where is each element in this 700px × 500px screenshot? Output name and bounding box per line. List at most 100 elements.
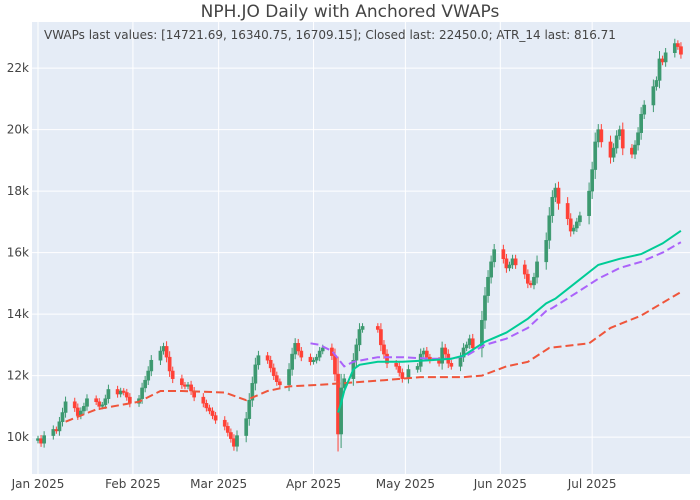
candle-body (424, 350, 429, 358)
candle-body (385, 353, 389, 364)
candle (483, 287, 487, 329)
candle (651, 79, 656, 113)
candle-body (360, 326, 365, 330)
candle-body (660, 58, 665, 63)
candle-body (608, 141, 613, 158)
candle (513, 254, 518, 269)
candle-body (293, 343, 298, 355)
candle (210, 407, 215, 420)
candle (253, 357, 258, 391)
candle-body (421, 350, 426, 355)
candle-body (207, 407, 212, 412)
candle-body (271, 367, 276, 376)
candle (657, 51, 662, 89)
candle-body (290, 353, 294, 370)
candle (375, 323, 380, 333)
candle-body (464, 344, 469, 349)
candle-body (250, 383, 255, 401)
candle-body (97, 401, 102, 407)
candle (440, 341, 444, 370)
candle (492, 244, 497, 268)
candle-body (274, 375, 279, 383)
candle-body (143, 379, 148, 389)
candle-body (375, 326, 380, 330)
candle (72, 397, 77, 412)
candle (443, 343, 448, 359)
candle (397, 362, 402, 377)
candle (382, 340, 386, 359)
candle (213, 411, 218, 424)
candle-body (140, 387, 144, 399)
candle-body (247, 399, 252, 419)
candle (244, 411, 249, 443)
candle (672, 38, 677, 58)
candle-body (170, 370, 175, 379)
candle (201, 393, 206, 408)
candle-body (314, 356, 319, 361)
candle (501, 244, 506, 264)
candle-body (124, 392, 129, 398)
candle-body (486, 276, 490, 296)
candle-body (483, 295, 487, 321)
candle-body (630, 147, 634, 155)
candle-body (60, 412, 65, 422)
candle (663, 47, 668, 67)
candle-body (599, 129, 604, 143)
candle (550, 190, 555, 223)
candle (94, 395, 99, 405)
candle-body (317, 350, 322, 358)
candle (299, 347, 304, 362)
candle (106, 384, 111, 404)
x-tick-label: May 2025 (376, 477, 435, 491)
candle-body (568, 218, 573, 232)
candle-body (94, 398, 99, 402)
candle-body (571, 227, 576, 232)
candle (565, 197, 570, 226)
candle (522, 260, 527, 279)
candle-body (676, 43, 680, 47)
candle (170, 366, 175, 384)
candle-body (657, 58, 662, 81)
y-tick-label: 10k (7, 430, 29, 444)
candle-body (146, 370, 151, 381)
candle-body (311, 359, 316, 363)
candle-body (232, 438, 236, 447)
candle (290, 347, 294, 376)
candle (57, 416, 62, 436)
candle-body (357, 329, 362, 346)
candle-body (256, 355, 261, 366)
candle (464, 341, 469, 352)
candle-body (400, 372, 405, 379)
candle (599, 124, 604, 148)
candle (639, 107, 643, 140)
candle (679, 42, 683, 59)
candle-body (42, 435, 46, 444)
candle-body (522, 264, 527, 275)
candle-body (397, 366, 402, 373)
candle-body (320, 347, 325, 352)
candle (379, 323, 383, 352)
x-tick-label: Mar 2025 (190, 477, 247, 491)
candle (204, 399, 209, 412)
candle-body (636, 132, 640, 146)
candle (532, 272, 536, 290)
candle-body (201, 396, 206, 404)
candle-body (115, 389, 120, 395)
candle-body (183, 384, 187, 387)
candle (247, 393, 252, 426)
candle-body (54, 429, 59, 432)
candle (51, 425, 56, 440)
candle-body (443, 347, 448, 355)
candle (611, 143, 616, 163)
candle-body (596, 129, 601, 143)
candle-body (480, 320, 484, 349)
candle (121, 388, 126, 396)
candle (250, 376, 255, 407)
candle-body (85, 398, 89, 407)
plot-area (32, 22, 690, 474)
candle-body (532, 276, 536, 286)
candle (590, 161, 595, 199)
candle-body (504, 258, 509, 269)
candle (504, 253, 509, 273)
